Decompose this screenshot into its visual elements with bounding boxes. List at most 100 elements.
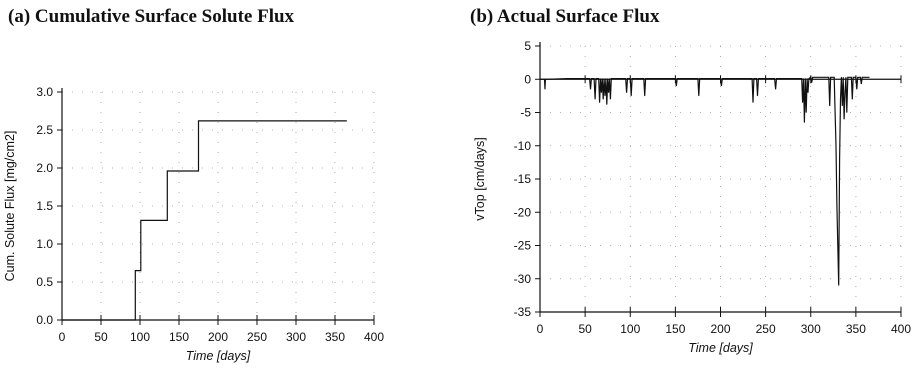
data-point [833,76,835,78]
data-point [135,319,136,321]
data-point [61,319,63,321]
data-point [806,78,808,79]
data-point [610,98,611,100]
x-tick-label: 250 [247,330,267,344]
data-point [845,76,847,78]
y-tick-label: -25 [514,239,532,253]
x-tick-label: 300 [286,330,306,344]
data-point [848,76,849,78]
data-point [811,82,812,83]
data-point [595,78,597,79]
data-point [608,92,609,93]
data-point [626,92,627,93]
data-point [869,76,870,78]
x-tick-label: 0 [537,322,544,336]
data-point [838,285,840,286]
data-point [605,78,607,79]
data-point [167,220,168,221]
data-point [751,78,753,79]
data-point [758,78,759,79]
y-tick-label: 0.5 [36,275,53,289]
data-point [609,78,610,79]
data-point [676,78,678,79]
data-point [803,78,804,79]
data-point [856,88,858,90]
data-point [594,98,596,100]
data-point [830,76,831,78]
data-point [810,76,812,78]
data-point [805,78,806,79]
data-point [544,78,545,80]
data-point [801,78,803,79]
data-point [598,78,599,79]
data-point [835,145,837,147]
y-tick-label: -15 [514,172,532,186]
x-tick-label: 150 [665,322,685,336]
data-point [757,95,758,97]
data-point [198,170,199,172]
data-point [198,120,199,122]
data-point [589,78,590,79]
x-tick-label: 350 [846,322,866,336]
data-point [140,220,142,221]
data-point [722,78,723,79]
data-point [804,122,805,123]
data-point [808,78,810,79]
data-point [847,76,849,78]
data-point [775,88,776,90]
y-tick-label: 3.0 [36,85,53,99]
x-tick-label: 50 [578,322,592,336]
x-tick-label: 400 [891,322,911,336]
data-point [599,102,600,103]
data-point [545,78,546,80]
data-point [697,78,699,79]
data-series-line [62,120,347,321]
data-point [812,76,813,78]
data-point [135,270,136,271]
data-point [839,158,840,160]
data-point [629,78,631,79]
data-point [841,76,842,78]
data-point [591,78,592,79]
data-point [851,98,853,100]
x-tick-label: 100 [130,330,150,344]
y-tick-label: -10 [514,139,532,153]
y-tick-label: 0 [524,72,531,86]
x-tick-label: 400 [364,330,384,344]
x-tick-label: 100 [620,322,640,336]
data-point [607,78,608,79]
data-point [675,78,676,79]
y-tick-label: 1.0 [36,237,53,251]
x-tick-label: 150 [169,330,189,344]
data-point [167,170,168,172]
x-tick-label: 50 [94,330,108,344]
data-point [843,118,845,120]
data-point [590,88,591,90]
data-point [544,88,546,90]
data-point [753,78,755,79]
y-tick-label: 2.5 [36,123,53,137]
data-point [625,78,627,79]
data-point [566,78,568,79]
data-point [855,76,857,78]
x-tick-label: 200 [710,322,730,336]
data-point [840,98,841,100]
y-axis-title: Cum. Solute Flux [mg/cm2] [3,131,17,282]
data-point [601,92,602,93]
data-point [802,102,803,103]
data-point [829,105,831,107]
data-point [756,78,757,79]
y-tick-label: -35 [514,305,532,319]
data-point [861,76,863,78]
data-point [842,76,844,78]
data-point [842,105,843,107]
data-point [346,120,348,122]
data-point [774,78,775,79]
data-point [846,112,848,113]
data-point [860,83,862,85]
data-point [852,76,854,78]
data-point [593,78,595,79]
data-point [610,78,612,79]
x-tick-label: 200 [208,330,228,344]
